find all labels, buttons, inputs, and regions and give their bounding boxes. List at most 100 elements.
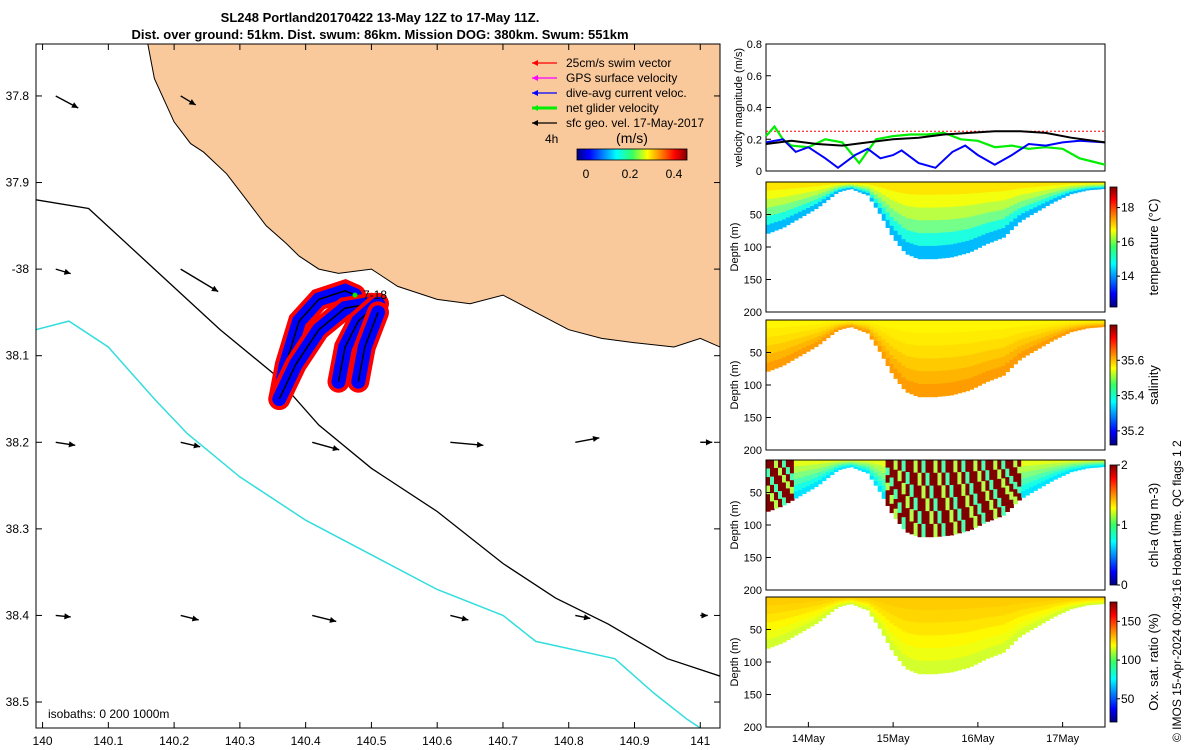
section-data-cell xyxy=(1077,320,1082,323)
section-data-cell xyxy=(1065,471,1070,475)
section-data-cell xyxy=(1093,186,1098,189)
section-data-cell xyxy=(969,597,974,609)
section-data-cell xyxy=(782,619,787,628)
section-data-cell xyxy=(825,322,831,327)
section-data-cell xyxy=(861,602,867,606)
section-data-cell xyxy=(797,489,803,497)
section-data-cell xyxy=(1061,192,1066,196)
section-data-cell xyxy=(1005,502,1010,512)
section-data-cell xyxy=(774,460,779,469)
section-data-cell xyxy=(1037,597,1042,603)
section-data-cell xyxy=(1041,460,1046,465)
section-data-cell xyxy=(1005,354,1010,364)
section-data-cell xyxy=(933,460,939,474)
section-data-cell xyxy=(909,381,915,395)
section-data-cell xyxy=(997,478,1002,489)
section-data-cell xyxy=(897,618,903,630)
section-data-cell xyxy=(821,330,827,335)
section-data-cell xyxy=(893,349,899,360)
section-data-cell xyxy=(1017,466,1022,474)
section-data-cell xyxy=(909,218,915,232)
section-data-cell xyxy=(917,182,923,196)
section-data-cell xyxy=(973,238,978,250)
section-data-cell xyxy=(1065,329,1070,332)
section-data-cell xyxy=(1061,330,1066,334)
section-data-cell xyxy=(861,598,867,602)
section-data-cell xyxy=(1061,187,1066,191)
section-data-cell xyxy=(893,645,899,656)
section-data-cell xyxy=(809,469,815,475)
section-data-cell xyxy=(813,328,819,334)
section-data-cell xyxy=(766,639,771,649)
section-data-cell xyxy=(1025,465,1030,473)
section-data-cell xyxy=(785,182,791,190)
section-data-cell xyxy=(853,320,859,322)
section-data-cell xyxy=(929,485,935,499)
section-data-cell xyxy=(825,187,831,192)
section-data-cell xyxy=(933,194,939,209)
section-data-cell xyxy=(837,323,843,326)
section-data-cell xyxy=(770,328,775,338)
section-data-cell xyxy=(813,614,819,620)
colorbar-label: Ox. sat. ratio (%) xyxy=(1146,613,1161,711)
section-data-cell xyxy=(1021,597,1026,604)
section-data-cell xyxy=(774,605,779,614)
section-data-cell xyxy=(845,322,851,325)
section-data-cell xyxy=(1093,601,1098,604)
section-data-cell xyxy=(929,345,935,359)
section-data-cell xyxy=(869,335,875,340)
section-y-axis-label: Depth (m) xyxy=(729,638,741,687)
section-data-cell xyxy=(1081,189,1086,192)
section-data-cell xyxy=(1029,320,1034,326)
section-data-cell xyxy=(877,325,883,331)
section-data-cell xyxy=(985,360,990,372)
section-data-cell xyxy=(897,597,903,609)
section-data-cell xyxy=(1065,331,1070,335)
section-data-cell xyxy=(905,508,911,521)
section-data-cell xyxy=(1065,597,1070,600)
section-data-cell xyxy=(817,601,823,606)
section-data-cell xyxy=(925,460,931,474)
section-data-cell xyxy=(997,357,1002,368)
colorbar-tick-label: 16 xyxy=(1121,235,1135,249)
section-data-cell xyxy=(945,182,951,196)
section-data-cell xyxy=(885,604,891,613)
velocity-series-line xyxy=(765,124,1106,166)
section-data-cell xyxy=(977,236,982,248)
section-data-cell xyxy=(897,320,903,332)
section-data-cell xyxy=(917,358,923,372)
section-data-cell xyxy=(1005,199,1010,209)
section-data-cell xyxy=(770,460,775,469)
section-data-cell xyxy=(913,382,919,396)
section-data-cell xyxy=(925,233,931,247)
section-data-cell xyxy=(789,603,795,611)
section-data-cell xyxy=(1069,320,1074,323)
section-data-cell xyxy=(941,345,947,359)
section-data-cell xyxy=(957,380,962,394)
section-data-cell xyxy=(766,328,771,338)
section-data-cell xyxy=(925,320,931,334)
section-data-cell xyxy=(770,493,775,502)
legend-arrowhead xyxy=(532,75,538,81)
section-data-cell xyxy=(1093,321,1098,323)
section-data-cell xyxy=(789,182,795,190)
section-y-tick-label: 50 xyxy=(750,348,762,360)
section-data-cell xyxy=(953,194,958,208)
section-data-cell xyxy=(901,608,907,621)
section-data-cell xyxy=(1013,611,1018,620)
velocity-y-tick-label: 0.6 xyxy=(747,71,762,83)
section-data-cell xyxy=(877,617,883,624)
section-data-cell xyxy=(981,481,986,493)
section-y-tick-label: 200 xyxy=(744,445,762,457)
section-data-cell xyxy=(889,190,895,201)
section-data-cell xyxy=(1037,196,1042,202)
section-data-cell xyxy=(913,510,919,524)
section-data-cell xyxy=(1069,327,1074,331)
section-data-cell xyxy=(989,597,994,608)
section-data-cell xyxy=(766,460,771,469)
section-data-cell xyxy=(873,464,879,469)
section-data-cell xyxy=(913,232,919,246)
section-data-cell xyxy=(841,187,847,190)
section-data-cell xyxy=(941,634,947,648)
section-data-cell xyxy=(793,485,799,493)
